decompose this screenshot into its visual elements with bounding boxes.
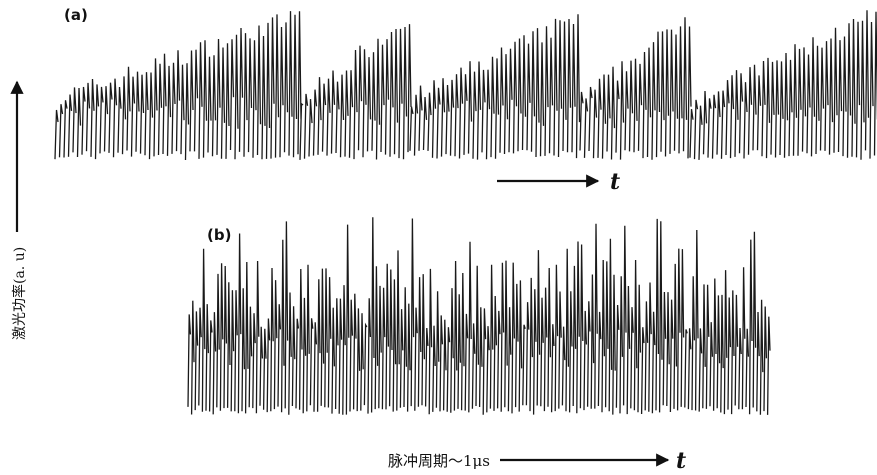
trace-a [55,10,877,160]
y-axis-label: 激光功率(a. u) [11,247,28,340]
x-axis-label: 脉冲周期～1μs [388,452,490,470]
panel-a-label: (a) [64,6,88,24]
traces [55,10,877,415]
x-axis-time-label: t [676,448,686,474]
panel-a-time-label: t [610,169,620,195]
figure: (a) t (b) 激光功率(a. u) 脉冲周期～1μs t [0,0,877,475]
panel-b-label: (b) [207,226,231,244]
trace-b [188,217,770,415]
